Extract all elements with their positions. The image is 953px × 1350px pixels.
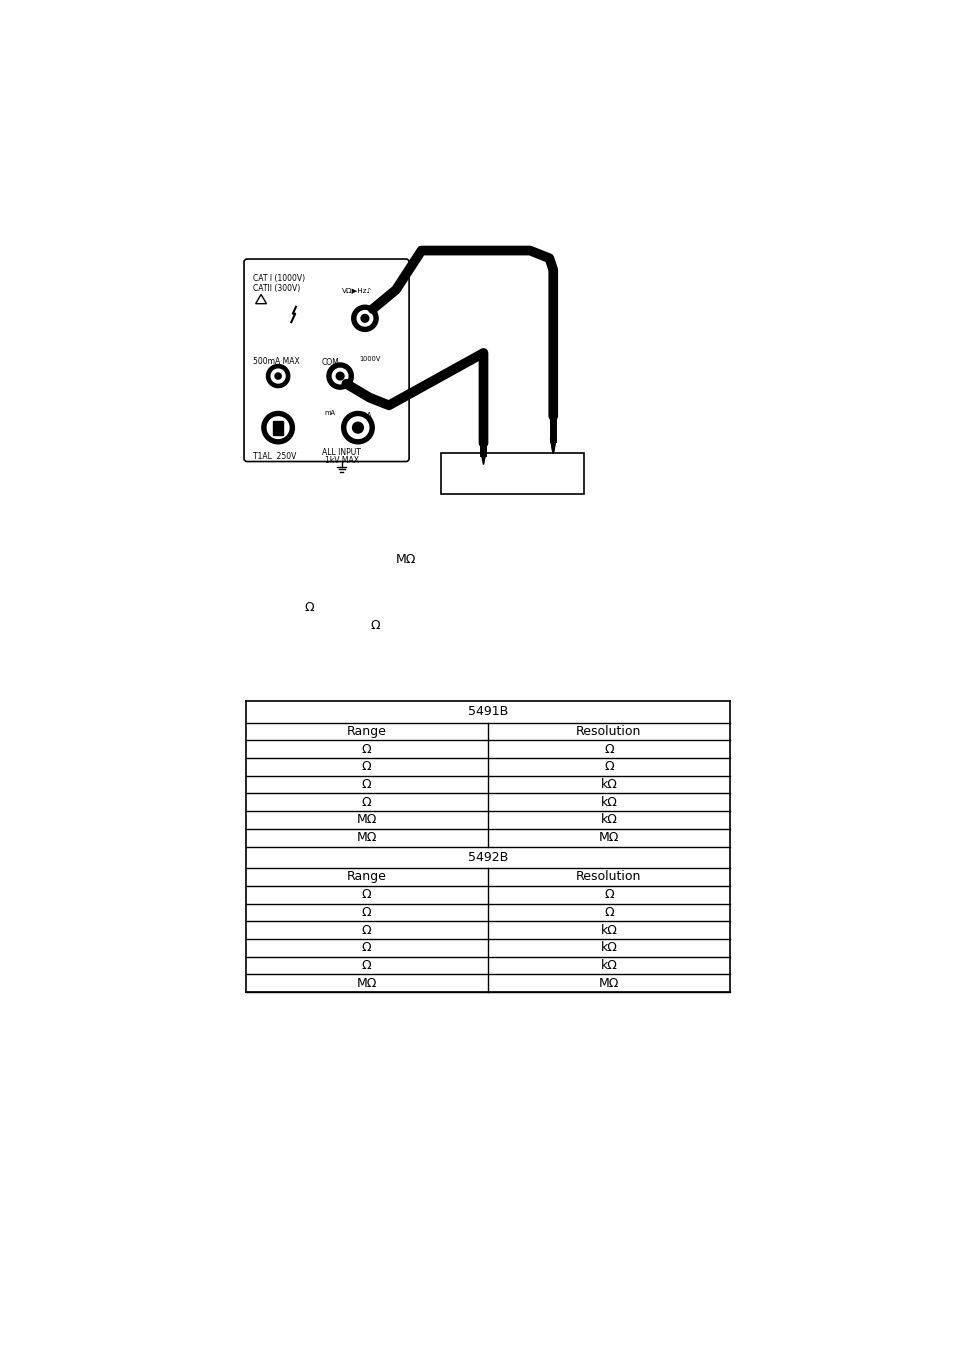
Circle shape bbox=[261, 412, 294, 444]
Text: Ω: Ω bbox=[361, 743, 371, 756]
Circle shape bbox=[341, 412, 374, 444]
Bar bbox=[274, 421, 282, 435]
Text: Ω: Ω bbox=[603, 906, 613, 919]
Text: Ω: Ω bbox=[603, 743, 613, 756]
Text: MΩ: MΩ bbox=[356, 814, 376, 826]
Text: Ω: Ω bbox=[304, 601, 314, 614]
FancyBboxPatch shape bbox=[244, 259, 409, 462]
Text: Ω: Ω bbox=[361, 760, 371, 774]
Text: MΩ: MΩ bbox=[598, 976, 618, 990]
Bar bbox=[440, 454, 583, 494]
Text: COM: COM bbox=[321, 358, 339, 367]
Text: CATII (300V): CATII (300V) bbox=[253, 284, 300, 293]
Text: MΩ: MΩ bbox=[395, 554, 416, 566]
Circle shape bbox=[271, 369, 285, 383]
Text: Range: Range bbox=[346, 725, 386, 738]
Text: Range: Range bbox=[346, 871, 386, 883]
Text: MΩ: MΩ bbox=[356, 976, 376, 990]
Text: 20A: 20A bbox=[357, 412, 373, 421]
Text: Ω: Ω bbox=[361, 778, 371, 791]
Text: Ω: Ω bbox=[361, 923, 371, 937]
Text: Ω: Ω bbox=[361, 795, 371, 809]
Polygon shape bbox=[480, 454, 485, 464]
Circle shape bbox=[267, 417, 289, 439]
Circle shape bbox=[352, 305, 377, 331]
Text: Ω: Ω bbox=[370, 618, 379, 632]
Circle shape bbox=[327, 363, 353, 389]
Text: CAT I (1000V): CAT I (1000V) bbox=[253, 274, 305, 284]
Text: kΩ: kΩ bbox=[599, 941, 617, 954]
Text: Ω: Ω bbox=[361, 906, 371, 919]
Text: Resolution: Resolution bbox=[576, 871, 640, 883]
Circle shape bbox=[347, 417, 369, 439]
Text: kΩ: kΩ bbox=[599, 814, 617, 826]
Text: kΩ: kΩ bbox=[599, 778, 617, 791]
Text: ALL INPUT: ALL INPUT bbox=[322, 448, 361, 456]
Text: MΩ: MΩ bbox=[598, 832, 618, 844]
Circle shape bbox=[274, 373, 281, 379]
Text: Resolution: Resolution bbox=[576, 725, 640, 738]
Circle shape bbox=[335, 373, 344, 379]
Text: Ω: Ω bbox=[603, 760, 613, 774]
Text: 1000V: 1000V bbox=[359, 356, 380, 362]
Text: kΩ: kΩ bbox=[599, 923, 617, 937]
Text: 5492B: 5492B bbox=[467, 850, 507, 864]
Text: MΩ: MΩ bbox=[356, 832, 376, 844]
Circle shape bbox=[356, 310, 373, 325]
Text: 1kV MAX: 1kV MAX bbox=[324, 456, 358, 466]
Circle shape bbox=[266, 364, 290, 387]
Text: 5491B: 5491B bbox=[467, 705, 507, 718]
Text: Ω: Ω bbox=[361, 941, 371, 954]
Text: kΩ: kΩ bbox=[599, 958, 617, 972]
Text: Ω: Ω bbox=[603, 888, 613, 902]
Text: T1AL  250V: T1AL 250V bbox=[253, 451, 296, 460]
Text: mA: mA bbox=[324, 410, 335, 416]
Circle shape bbox=[332, 369, 348, 383]
Text: kΩ: kΩ bbox=[599, 795, 617, 809]
Circle shape bbox=[353, 423, 363, 433]
Text: Ω: Ω bbox=[361, 888, 371, 902]
Text: 500mA MAX: 500mA MAX bbox=[253, 356, 300, 366]
Text: Ω: Ω bbox=[361, 958, 371, 972]
Circle shape bbox=[360, 315, 369, 323]
Polygon shape bbox=[550, 439, 555, 454]
Text: VΩ▶Hz♪: VΩ▶Hz♪ bbox=[341, 288, 372, 293]
